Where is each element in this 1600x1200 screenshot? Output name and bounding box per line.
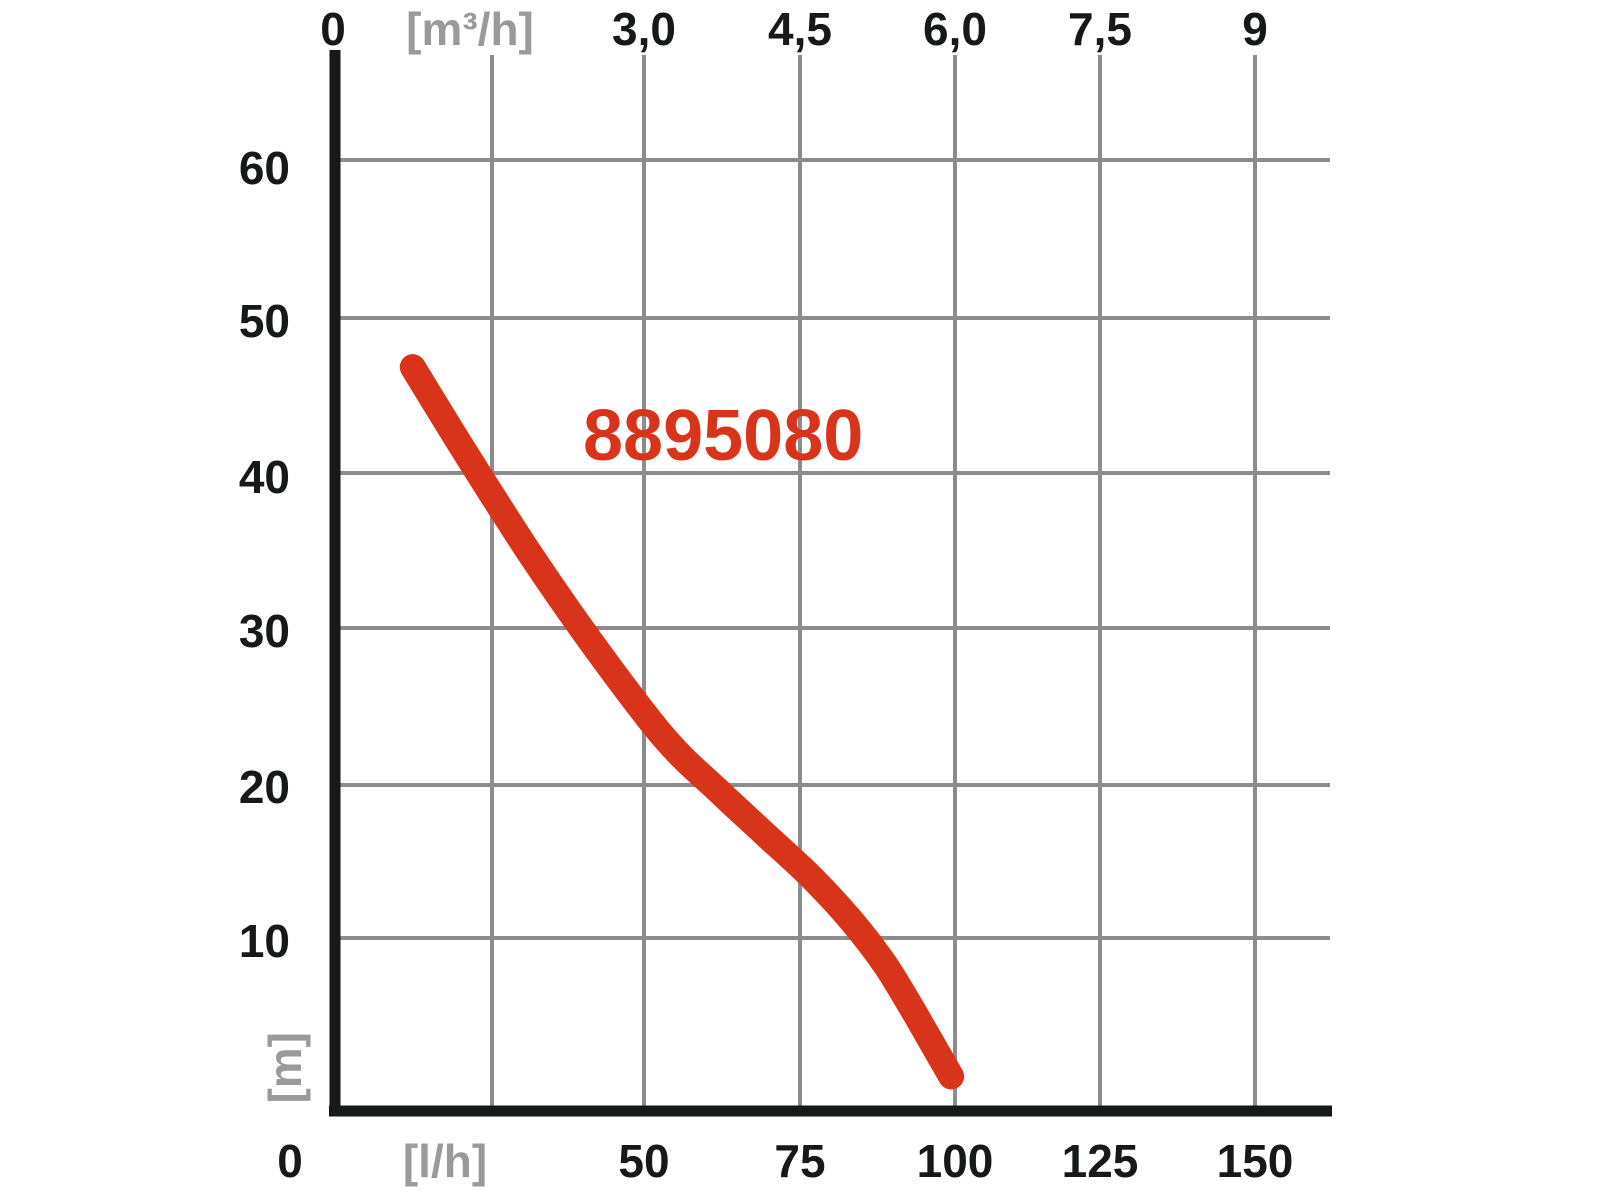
bottom-axis-unit: [l/h]	[402, 1135, 488, 1187]
bottom-axis-tick-150: 150	[1216, 1135, 1294, 1187]
bottom-axis-tick-125: 125	[1061, 1135, 1139, 1187]
top-axis-tick-3: 3,0	[612, 3, 676, 55]
top-axis-tick-9: 9	[1242, 3, 1268, 55]
left-axis-unit: [m]	[259, 1032, 311, 1104]
top-axis-tick-7-5: 7,5	[1068, 3, 1132, 55]
left-axis-tick-10: 10	[238, 915, 290, 967]
left-axis-tick-20: 20	[238, 761, 290, 813]
top-axis-unit: [m³/h]	[406, 3, 534, 55]
bottom-axis-tick-100: 100	[916, 1135, 994, 1187]
bottom-axis-tick-50: 50	[618, 1135, 670, 1187]
top-axis-tick-0: 0	[320, 3, 346, 55]
left-axis-tick-50: 50	[238, 295, 290, 347]
performance-curve-group	[399, 354, 965, 1090]
bottom-axis-tick-0: 0	[277, 1135, 303, 1187]
gridlines-vertical	[490, 55, 1257, 1112]
performance-curve	[399, 354, 965, 1090]
top-axis-tick-6: 6,0	[923, 3, 987, 55]
top-axis-tick-4-5: 4,5	[768, 3, 832, 55]
left-axis-tick-30: 30	[238, 605, 290, 657]
series-label: 8895080	[583, 396, 864, 476]
bottom-axis-tick-75: 75	[774, 1135, 826, 1187]
left-axis-tick-60: 60	[238, 142, 290, 194]
axis-lines	[329, 50, 1332, 1117]
gridlines-horizontal	[333, 158, 1330, 940]
left-axis-tick-40: 40	[238, 451, 290, 503]
